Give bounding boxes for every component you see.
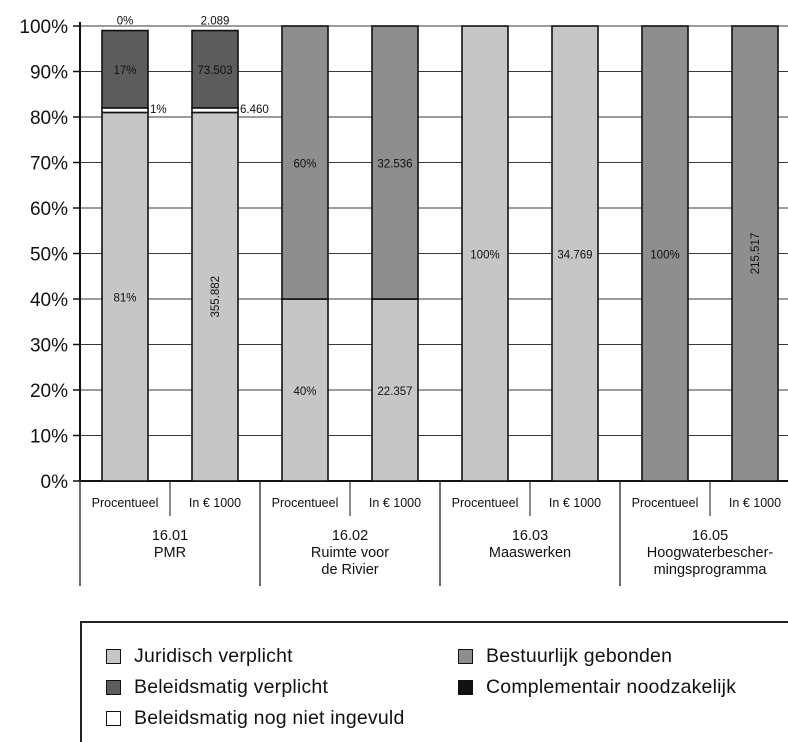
category-name: Ruimte voor [311, 545, 389, 561]
bar-value-label: 22.357 [377, 386, 412, 398]
bar-segment [551, 25, 599, 482]
bar-value-label: 81% [113, 293, 136, 305]
category-sublabel: Procentueel [92, 496, 159, 510]
y-tick-label: 60% [30, 199, 68, 220]
bar-value-label: 6.460 [240, 104, 269, 116]
category-name: de Rivier [321, 562, 378, 578]
legend-swatch-juridisch-verplicht [106, 649, 121, 664]
chart-legend: Juridisch verplicht Bestuurlijk gebonden… [80, 621, 788, 742]
y-tick-label: 90% [30, 63, 68, 84]
category-code: 16.01 [152, 528, 188, 544]
bar-value-label: 100% [470, 250, 499, 262]
bar-value-label: 40% [293, 386, 316, 398]
legend-item-complementair-noodzakelijk: Complementair noodzakelijk [458, 676, 736, 699]
bar-segment [371, 298, 419, 482]
bar-segment [641, 25, 689, 482]
category-code: 16.02 [332, 528, 368, 544]
bar-value-label: 34.769 [557, 250, 592, 262]
y-tick-label: 10% [30, 427, 68, 448]
bar-value-label: 215.517 [750, 233, 762, 275]
category-name: Maaswerken [489, 545, 571, 561]
category-sublabel: Procentueel [632, 496, 699, 510]
legend-swatch-beleidsmatig-verplicht [106, 680, 121, 695]
category-code: 16.03 [512, 528, 548, 544]
bar-value-label: 2.089 [201, 16, 230, 28]
legend-label: Bestuurlijk gebonden [486, 645, 673, 667]
category-sublabel: In € 1000 [189, 496, 241, 510]
bar-segment [101, 29, 149, 109]
legend-swatch-beleidsmatig-nog-niet-ingevuld [106, 711, 121, 726]
bar-segment [731, 25, 779, 482]
y-tick-label: 40% [30, 290, 68, 311]
category-sublabel: Procentueel [272, 496, 339, 510]
legend-label: Beleidsmatig verplicht [134, 676, 329, 698]
y-tick-label: 80% [30, 108, 68, 129]
bar-value-label: 60% [293, 159, 316, 171]
y-tick-label: 30% [30, 336, 68, 357]
y-tick-label: 50% [30, 245, 68, 266]
bar-value-label: 100% [650, 250, 679, 262]
bar-value-label: 1% [150, 104, 167, 116]
bars: 81% 1% 17% 0% 355.882 6.460 73.503 2.089 40% 60% 2… [101, 16, 779, 482]
legend-label: Beleidsmatig nog niet ingevuld [134, 707, 405, 729]
bar-value-label: 32.536 [377, 159, 412, 171]
bar-segment [281, 298, 329, 482]
category-name: mingsprogramma [654, 562, 768, 578]
category-sublabel: In € 1000 [729, 496, 781, 510]
y-tick-label: 0% [41, 472, 69, 493]
legend-item-beleidsmatig-nog-niet-ingevuld: Beleidsmatig nog niet ingevuld [106, 707, 405, 730]
category-sublabel: In € 1000 [369, 496, 421, 510]
legend-label: Complementair noodzakelijk [486, 676, 737, 698]
category-sublabel: Procentueel [452, 496, 519, 510]
category-sublabel: In € 1000 [549, 496, 601, 510]
legend-swatch-bestuurlijk-gebonden [458, 649, 473, 664]
bar-segment [371, 25, 419, 300]
bar-value-label: 0% [117, 16, 134, 28]
bar-value-label: 17% [113, 65, 136, 77]
category-name: PMR [154, 545, 186, 561]
bar-segment [281, 25, 329, 300]
legend-item-bestuurlijk-gebonden: Bestuurlijk gebonden [458, 645, 672, 668]
category-name: Hoogwaterbescher- [647, 545, 774, 561]
bar-value-label: 355.882 [210, 276, 222, 318]
bar-segment [191, 29, 239, 109]
legend-item-beleidsmatig-verplicht: Beleidsmatig verplicht [106, 676, 328, 699]
y-tick-label: 20% [30, 381, 68, 402]
y-tick-label: 70% [30, 154, 68, 175]
legend-swatch-complementair-noodzakelijk [458, 680, 473, 695]
y-tick-label: 100% [19, 17, 68, 38]
bar-segment [191, 111, 239, 482]
bar-value-label: 73.503 [197, 65, 232, 77]
category-code: 16.05 [692, 528, 728, 544]
legend-label: Juridisch verplicht [134, 645, 293, 667]
legend-item-juridisch-verplicht: Juridisch verplicht [106, 645, 293, 668]
bar-segment [461, 25, 509, 482]
